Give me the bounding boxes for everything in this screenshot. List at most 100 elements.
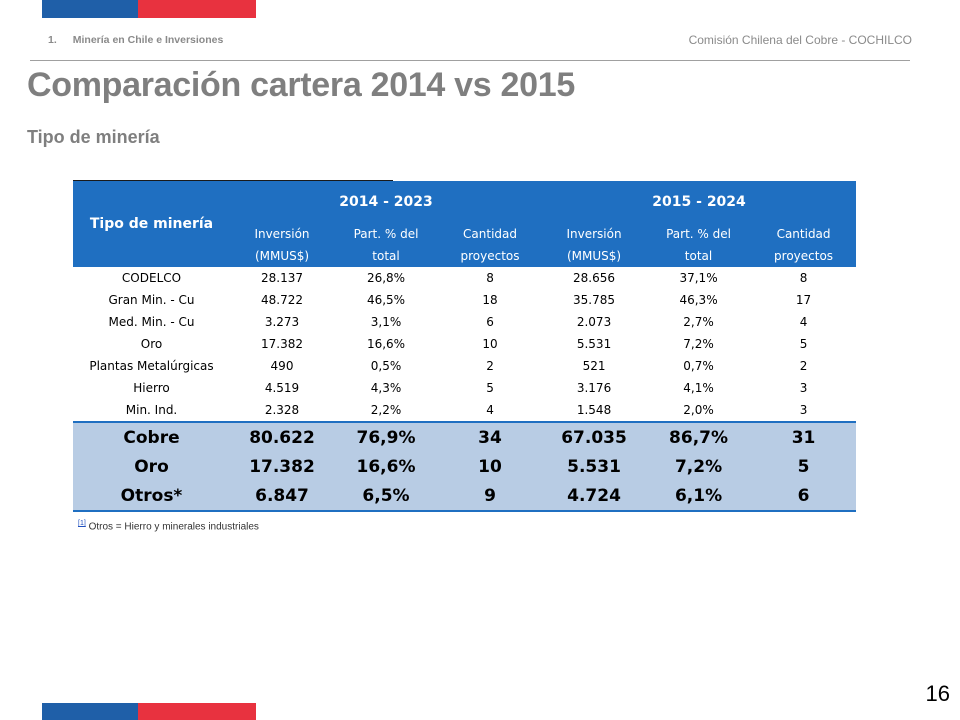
row-label: Gran Min. - Cu	[108, 293, 195, 307]
table-cell: 37,1%	[679, 271, 718, 285]
column-header: Inversión (MMUS$)	[542, 223, 646, 267]
table-cell: 16,6%	[334, 452, 438, 481]
table-cell: 7,2%	[646, 452, 752, 481]
summary-row: Oro 17.382 16,6% 10 5.531 7,2% 5	[73, 452, 857, 481]
table-cell: 2	[799, 359, 808, 373]
table-cell: 6,1%	[646, 481, 752, 512]
table-cell: 3	[799, 381, 808, 395]
table-cell: 3.273	[264, 315, 300, 329]
table-cell: 17.382	[261, 337, 303, 351]
row-label: Otros*	[73, 481, 230, 512]
column-header-line2: proyectos	[460, 249, 520, 263]
row-label: Oro	[73, 452, 230, 481]
table-cell: 2,2%	[370, 403, 402, 417]
table-cell: 4,3%	[370, 381, 402, 395]
table-cell: 3.176	[576, 381, 612, 395]
footnote: [1] Otros = Hierro y minerales industria…	[78, 520, 259, 532]
row-label: Hierro	[133, 381, 170, 395]
slide-title: Comparación cartera 2014 vs 2015	[27, 66, 575, 104]
column-header: Part. % del total	[334, 223, 438, 267]
table-cell: 17.382	[230, 452, 334, 481]
table-cell: 0,7%	[683, 359, 714, 373]
table-cell: 4.724	[542, 481, 647, 512]
mining-portfolio-table: Tipo de minería 2014 - 2023 2015 - 2024 …	[73, 181, 857, 512]
column-header-line1: Part. % del	[353, 227, 419, 241]
column-header: Cantidad proyectos	[751, 223, 856, 267]
column-header: Part. % del total	[646, 223, 751, 267]
table-cell: 28.656	[573, 271, 616, 285]
table-cell: 7,2%	[683, 337, 714, 351]
table-cell: 18	[482, 293, 498, 307]
section-title: Minería en Chile e Inversiones	[72, 34, 224, 46]
column-header: Cantidad proyectos	[438, 223, 542, 267]
table-cell: 4	[486, 403, 494, 417]
column-header-line1: Inversión	[254, 227, 310, 241]
summary-row: Otros* 6.847 6,5% 9 4.724 6,1% 6	[73, 481, 857, 512]
organization-name: Comisión Chilena del Cobre - COCHILCO	[688, 33, 912, 47]
row-label: Cobre	[73, 421, 230, 452]
table-cell: 10	[438, 452, 543, 481]
table-row: Gran Min. - Cu 48.722 46,5% 18 35.785 46,3% 17	[73, 289, 856, 311]
table-cell: 5	[799, 337, 808, 351]
table-header-row: Tipo de minería 2014 - 2023 2015 - 2024	[73, 181, 857, 232]
flag-stripe-bottom	[42, 703, 256, 720]
table-cell: 6,5%	[334, 481, 438, 512]
section-number: 1.	[48, 34, 57, 46]
table-cell: 521	[582, 359, 606, 373]
row-label: Oro	[140, 337, 163, 351]
table-cell: 48.722	[261, 293, 303, 307]
table-cell: 2.328	[264, 403, 300, 417]
table-cell: 2	[486, 359, 494, 373]
section-breadcrumb: 1. Minería en Chile e Inversiones	[48, 34, 223, 46]
table-cell: 6.847	[230, 481, 334, 512]
table-cell: 76,9%	[334, 421, 438, 452]
table-row: Min. Ind. 2.328 2,2% 4 1.548 2,0% 3	[73, 399, 856, 422]
table-row: Plantas Metalúrgicas 490 0,5% 2 521 0,7% 2	[73, 355, 856, 377]
row-label: CODELCO	[121, 271, 182, 285]
table-row: CODELCO 28.137 26,8% 8 28.656 37,1% 8	[73, 267, 856, 289]
row-label: Med. Min. - Cu	[108, 315, 195, 329]
table-cell: 0,5%	[370, 359, 402, 373]
table-cell: 31	[751, 421, 857, 452]
column-header-line2: total	[684, 249, 713, 263]
table-top-rule	[73, 180, 393, 182]
table-cell: 5.531	[576, 337, 612, 351]
table-cell: 6	[751, 481, 857, 512]
flag-stripe-top	[42, 0, 256, 18]
table-cell: 4.519	[264, 381, 300, 395]
table-cell: 17	[795, 293, 812, 307]
table-row: Oro 17.382 16,6% 10 5.531 7,2% 5	[73, 333, 856, 355]
table-cell: 5	[751, 452, 857, 481]
slide-subtitle: Tipo de minería	[27, 127, 160, 147]
table-cell: 16,6%	[366, 337, 406, 351]
column-header-line1: Cantidad	[463, 227, 517, 241]
table-cell: 8	[486, 271, 494, 285]
table-body: CODELCO 28.137 26,8% 8 28.656 37,1% 8 Gran Min.…	[73, 267, 857, 512]
row-label: Min. Ind.	[125, 403, 178, 417]
table-cell: 34	[438, 421, 543, 452]
page-number: 16	[925, 681, 950, 706]
column-header-line1: Part. % del	[666, 227, 731, 241]
summary-row: Cobre 80.622 76,9% 34 67.035 86,7% 31	[73, 421, 857, 452]
footnote-reference-link[interactable]: [1]	[78, 520, 86, 527]
column-header-line2: (MMUS$)	[254, 249, 310, 263]
table-row: Hierro 4.519 4,3% 5 3.176 4,1% 3	[73, 377, 856, 399]
table-cell: 67.035	[542, 421, 647, 452]
table-cell: 26,8%	[366, 271, 406, 285]
row-label: Plantas Metalúrgicas	[89, 359, 214, 373]
table-cell: 10	[482, 337, 498, 351]
column-header-line2: total	[372, 249, 400, 263]
column-header-line2: (MMUS$)	[566, 249, 622, 263]
table-cell: 28.137	[261, 271, 303, 285]
table-cell: 9	[438, 481, 543, 512]
column-header-line1: Inversión	[566, 227, 622, 241]
table-cell: 8	[799, 271, 808, 285]
table-cell: 86,7%	[646, 421, 752, 452]
period-header-2015: 2015 - 2024	[652, 194, 746, 210]
table-cell: 5	[486, 381, 494, 395]
row-header-label: Tipo de minería	[89, 216, 214, 232]
table-cell: 3	[799, 403, 808, 417]
table-cell: 46,3%	[679, 293, 718, 307]
column-header-line1: Cantidad	[776, 227, 831, 241]
header-divider	[30, 60, 910, 61]
